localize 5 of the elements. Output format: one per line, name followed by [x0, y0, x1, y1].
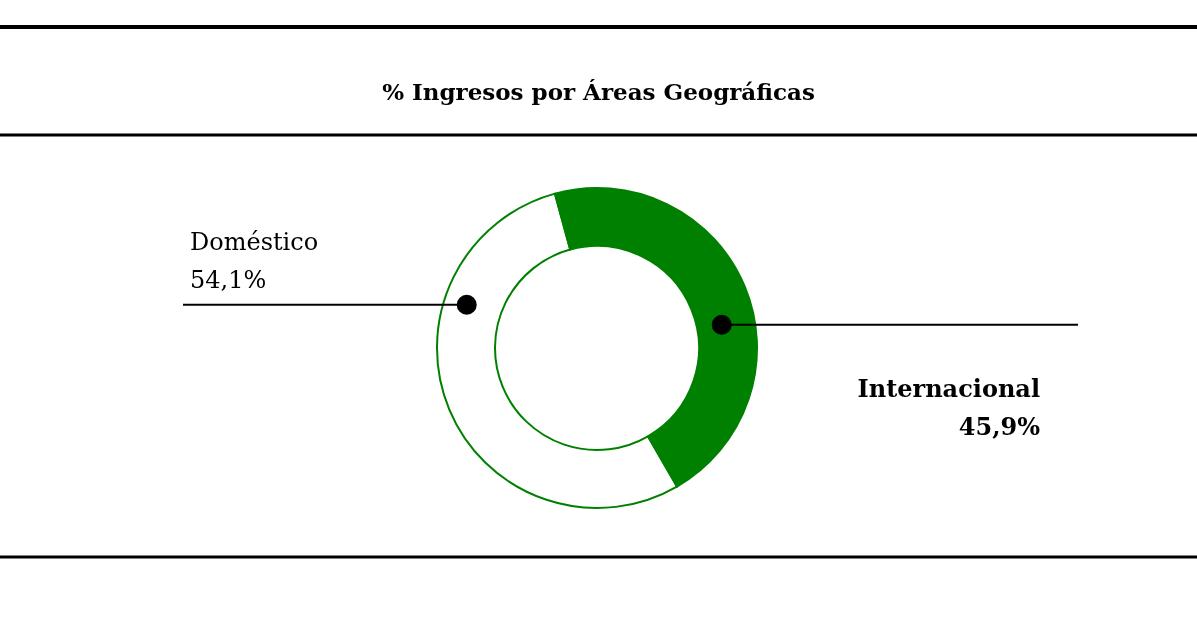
chart-title: % Ingresos por Áreas Geográficas [382, 78, 815, 105]
data-label: 54,1% [190, 266, 267, 294]
slice-label: Doméstico [190, 228, 319, 256]
data-label: 45,9% [958, 412, 1041, 441]
slice-label: Internacional [857, 374, 1040, 403]
